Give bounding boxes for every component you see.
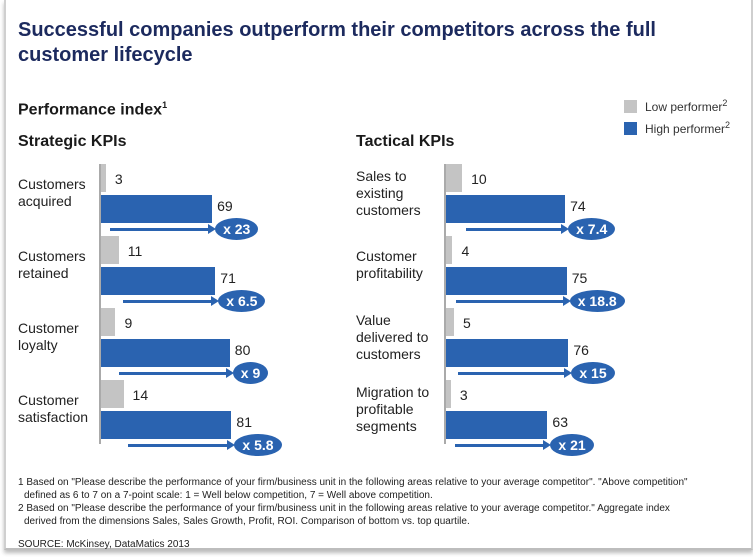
multiplier-badge: x 5.8 [234,434,282,456]
bar-low [101,236,119,264]
category-label: Customers acquired [18,176,86,210]
axis-line [99,164,101,444]
footnote-1-cont: defined as 6 to 7 on a 7-point scale: 1 … [24,490,433,501]
legend-swatch-low [624,100,637,113]
bar-high [446,267,567,295]
value-low: 9 [124,315,133,331]
bar-low [446,308,455,336]
category-line: Migration to [356,384,430,400]
multiplier-badge: x 9 [232,362,269,384]
category-label: Customers retained [18,248,86,282]
category-line: profitability [356,265,423,281]
footnotes: 1 Based on "Please describe the performa… [18,476,688,528]
category-line: Customer [18,320,79,336]
value-high: 63 [552,414,568,430]
category-line: satisfaction [18,409,89,425]
legend-low: Low performer2 [624,98,727,114]
multiplier-badge: x 18.8 [569,290,625,312]
category-line: Customer [356,248,417,264]
category-line: Customer [18,392,79,408]
category-label: Sales to existing customers [356,168,421,219]
legend-label: Low performer [645,100,723,114]
legend-sup: 2 [722,98,728,108]
bar-high [101,339,230,367]
multiplier-arrow [122,296,219,306]
category-label: Migration to profitable segments [356,384,429,435]
value-low: 3 [114,171,123,187]
value-low: 11 [127,243,143,259]
value-high: 76 [573,342,589,358]
footnote-2: 2 Based on "Please describe the performa… [18,503,670,514]
multiplier-badge: x 15 [571,362,615,384]
legend-swatch-high [624,122,637,135]
axis-line [444,164,446,444]
multiplier-arrow [127,440,236,450]
multiplier-badge: x 21 [550,434,594,456]
category-line: existing [356,185,404,201]
footnote-2-cont: derived from the dimensions Sales, Sales… [24,516,470,527]
bar-low [446,164,463,192]
category-line: Customers [18,176,86,192]
multiplier-arrow [456,296,572,306]
category-line: retained [18,265,69,281]
category-line: profitable [356,401,414,417]
category-line: Customers [18,248,86,264]
value-low: 4 [461,243,470,259]
bar-low [446,380,451,408]
multiplier-badge: x 7.4 [568,218,616,240]
value-high: 75 [571,270,588,286]
value-high: 71 [220,270,236,286]
value-low: 5 [463,315,471,331]
multiplier-arrow [466,224,570,234]
value-high: 74 [570,198,586,214]
value-high: 80 [234,342,251,358]
multiplier-badge: x 23 [215,218,259,240]
subtitle-sup: 1 [162,100,168,110]
legend-sup: 2 [725,120,731,130]
bar-low [101,380,124,408]
category-label: Customer satisfaction [18,392,88,426]
performance-index-label: Performance index1 [18,100,167,119]
multiplier-arrow [109,224,217,234]
bar-low [446,236,453,264]
bar-low [101,164,106,192]
slide-frame [4,0,753,550]
value-high: 81 [236,414,252,430]
multiplier-arrow [454,440,551,450]
category-line: customers [356,202,421,218]
legend-high: High performer2 [624,120,730,136]
multiplier-arrow [119,368,235,378]
value-low: 3 [459,387,468,403]
bar-high [101,411,232,439]
category-line: customers [356,346,421,362]
category-label: Customer profitability [356,248,423,282]
chart-title: Successful companies outperform their co… [18,19,656,66]
bar-low [101,308,116,336]
category-line: Value [356,312,391,328]
source: SOURCE: McKinsey, DataMatics 2013 [18,539,190,550]
legend-label: High performer [645,122,726,136]
subtitle-text: Performance index [18,101,163,119]
category-label: Value delivered to customers [356,312,428,363]
bar-high [446,411,548,439]
multiplier-badge: x 6.5 [218,290,266,312]
value-high: 69 [217,198,233,214]
value-low: 14 [132,387,149,403]
bar-high [446,339,569,367]
multiplier-arrow [458,368,573,378]
bar-high [446,195,566,223]
category-line: acquired [18,193,72,209]
panel-title-strategic: Strategic KPIs [18,133,127,150]
category-label: Customer loyalty [18,320,79,354]
bar-high [101,195,213,223]
panel-title-tactical: Tactical KPIs [356,133,455,150]
category-line: Sales to [356,168,407,184]
value-low: 10 [471,171,487,187]
footnote-1: 1 Based on "Please describe the performa… [18,477,688,488]
category-line: loyalty [18,337,58,353]
category-line: segments [356,418,417,434]
category-line: delivered to [356,329,429,345]
bar-high [101,267,216,295]
